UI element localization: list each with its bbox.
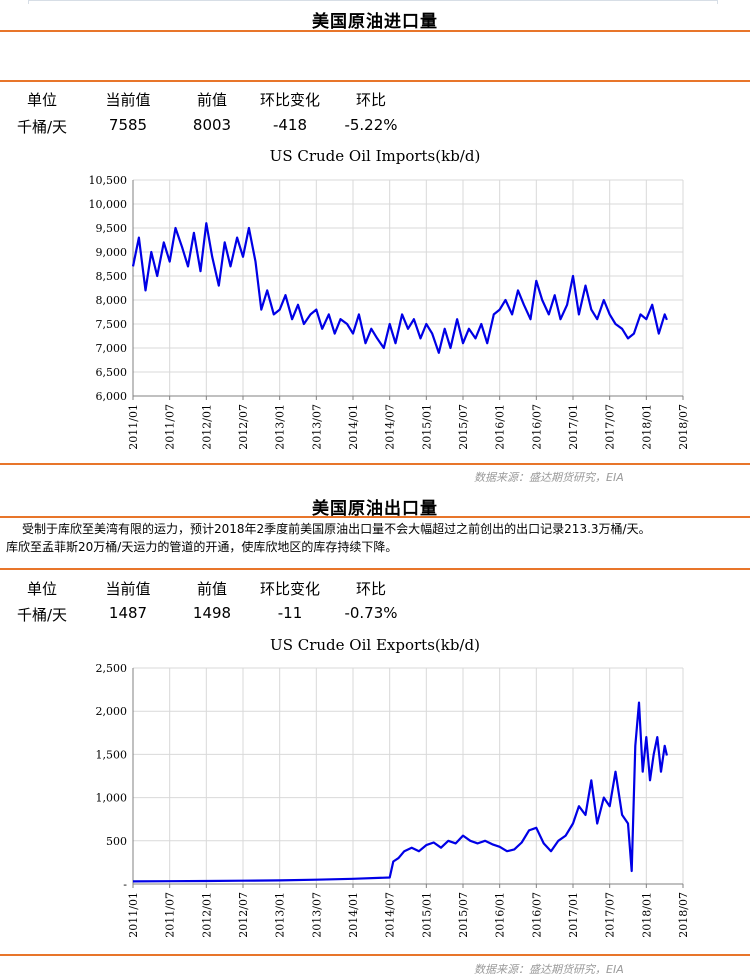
exports-x-tick-label: 2015/07 — [457, 892, 470, 938]
exports-x-tick-label: 2011/01 — [127, 892, 140, 938]
imports-y-tick-label: 6,500 — [96, 366, 128, 379]
imports-x-tick-label: 2014/01 — [347, 404, 360, 450]
top-frame-line — [28, 0, 718, 1]
imports-x-tick-label: 2016/01 — [494, 404, 507, 450]
imports-y-tick-label: 8,500 — [96, 270, 128, 283]
imports-value-change: -418 — [272, 116, 308, 134]
exports-title-divider — [0, 516, 750, 518]
exports-x-tick-label: 2012/01 — [200, 892, 213, 938]
exports-value-unit: 千桶/天 — [16, 606, 68, 624]
imports-header-previous: 前值 — [196, 91, 227, 109]
exports-value-previous: 1498 — [192, 604, 232, 622]
exports-header-current: 当前值 — [105, 580, 151, 598]
imports-x-tick-label: 2018/07 — [677, 404, 690, 450]
imports-series-line — [131, 222, 668, 354]
exports-y-tick-label: 2,000 — [96, 705, 128, 718]
exports-y-tick-label: 2,500 — [96, 662, 128, 675]
top-frame-tick-right — [717, 0, 718, 4]
exports-header-change: 环比变化 — [259, 580, 320, 598]
exports-description-line2: 库欣至孟菲斯20万桶/天运力的管道的开通，使库欣地区的库存持续下降。 — [6, 540, 398, 554]
exports-x-tick-label: 2013/01 — [274, 892, 287, 938]
imports-value-pct: -5.22% — [344, 116, 398, 134]
exports-x-tick-label: 2016/07 — [530, 892, 543, 938]
imports-y-tick-label: 7,500 — [96, 318, 128, 331]
imports-stats-values: 千桶/天 7585 8003 -418 -5.22% — [0, 116, 750, 138]
imports-header-unit: 单位 — [26, 91, 57, 109]
imports-title-divider — [0, 30, 750, 32]
exports-description: 受制于库欣至美湾有限的运力，预计2018年2季度前美国原油出口量不会大幅超过之前… — [6, 520, 746, 556]
exports-stats-values: 千桶/天 1487 1498 -11 -0.73% — [0, 604, 750, 626]
imports-bottom-divider — [0, 463, 750, 465]
exports-source-note: 数据来源：盛达期货研究，EIA — [474, 963, 624, 976]
imports-x-tick-label: 2013/07 — [310, 404, 323, 450]
imports-source-note: 数据来源：盛达期货研究，EIA — [474, 471, 624, 484]
imports-y-tick-label: 8,000 — [96, 294, 128, 307]
exports-y-tick-label: 500 — [106, 835, 127, 848]
exports-x-tick-label: 2011/07 — [164, 892, 177, 938]
imports-header-change: 环比变化 — [259, 91, 320, 109]
exports-x-tick-label: 2015/01 — [420, 892, 433, 938]
imports-y-tick-label: 7,000 — [96, 342, 128, 355]
exports-header-unit: 单位 — [26, 580, 57, 598]
imports-chart: 6,000 6,500 7,000 7,500 8,000 8,500 9,000 9,500… — [89, 174, 691, 450]
imports-header-pct: 环比 — [355, 91, 386, 109]
imports-y-tick-label: 9,000 — [96, 246, 128, 259]
imports-x-tick-label: 2014/07 — [384, 404, 397, 450]
imports-x-tick-label: 2015/01 — [420, 404, 433, 450]
exports-y-tick-label: 1,500 — [96, 748, 128, 761]
exports-chart-title: US Crude Oil Exports(kb/d) — [270, 636, 480, 654]
imports-y-tick-label: 10,000 — [89, 198, 128, 211]
imports-x-tick-label: 2017/07 — [604, 404, 617, 450]
imports-x-tick-label: 2016/07 — [530, 404, 543, 450]
imports-x-tick-label: 2013/01 — [274, 404, 287, 450]
imports-y-tick-label: 6,000 — [96, 390, 128, 403]
imports-y-tick-label: 9,500 — [96, 222, 128, 235]
imports-x-tick-label: 2012/01 — [200, 404, 213, 450]
imports-value-current: 7585 — [108, 116, 148, 134]
exports-chart: - 500 1,000 1,500 2,000 2,500 2011/01 2011/07 20… — [96, 662, 691, 938]
exports-bottom-divider — [0, 954, 750, 956]
exports-x-tick-label: 2014/07 — [384, 892, 397, 938]
exports-x-tick-label: 2016/01 — [494, 892, 507, 938]
imports-x-tick-label: 2012/07 — [237, 404, 250, 450]
exports-y-tick-label: - — [123, 878, 127, 891]
exports-stats-header: 单位 当前值 前值 环比变化 环比 — [0, 578, 750, 600]
imports-table-divider — [0, 80, 750, 82]
exports-y-tick-label: 1,000 — [96, 792, 128, 805]
exports-x-tick-label: 2018/07 — [677, 892, 690, 938]
exports-header-pct: 环比 — [355, 580, 386, 598]
imports-header-current: 当前值 — [105, 91, 151, 109]
imports-value-previous: 8003 — [192, 116, 232, 134]
imports-y-tick-label: 10,500 — [89, 174, 128, 187]
imports-value-unit: 千桶/天 — [16, 118, 68, 136]
exports-x-tick-label: 2013/07 — [310, 892, 323, 938]
imports-x-tick-label: 2017/01 — [567, 404, 580, 450]
imports-stats-header: 单位 当前值 前值 环比变化 环比 — [0, 89, 750, 111]
exports-header-previous: 前值 — [196, 580, 227, 598]
exports-value-change: -11 — [277, 604, 303, 622]
exports-x-tick-label: 2017/01 — [567, 892, 580, 938]
exports-value-pct: -0.73% — [344, 604, 398, 622]
exports-x-tick-label: 2017/07 — [604, 892, 617, 938]
exports-value-current: 1487 — [108, 604, 148, 622]
exports-x-tick-label: 2012/07 — [237, 892, 250, 938]
exports-x-tick-label: 2014/01 — [347, 892, 360, 938]
exports-x-tick-label: 2018/01 — [640, 892, 653, 938]
top-frame-tick-left — [28, 0, 29, 4]
imports-section-title: 美国原油进口量 — [312, 12, 438, 32]
imports-chart-title: US Crude Oil Imports(kb/d) — [269, 147, 481, 165]
imports-x-tick-label: 2015/07 — [457, 404, 470, 450]
exports-table-divider — [0, 568, 750, 570]
exports-series-line — [132, 701, 668, 883]
exports-section-title: 美国原油出口量 — [312, 499, 438, 519]
imports-x-tick-label: 2018/01 — [640, 404, 653, 450]
imports-x-tick-label: 2011/01 — [127, 404, 140, 450]
imports-x-tick-label: 2011/07 — [164, 404, 177, 450]
exports-description-line1: 受制于库欣至美湾有限的运力，预计2018年2季度前美国原油出口量不会大幅超过之前… — [22, 522, 651, 536]
